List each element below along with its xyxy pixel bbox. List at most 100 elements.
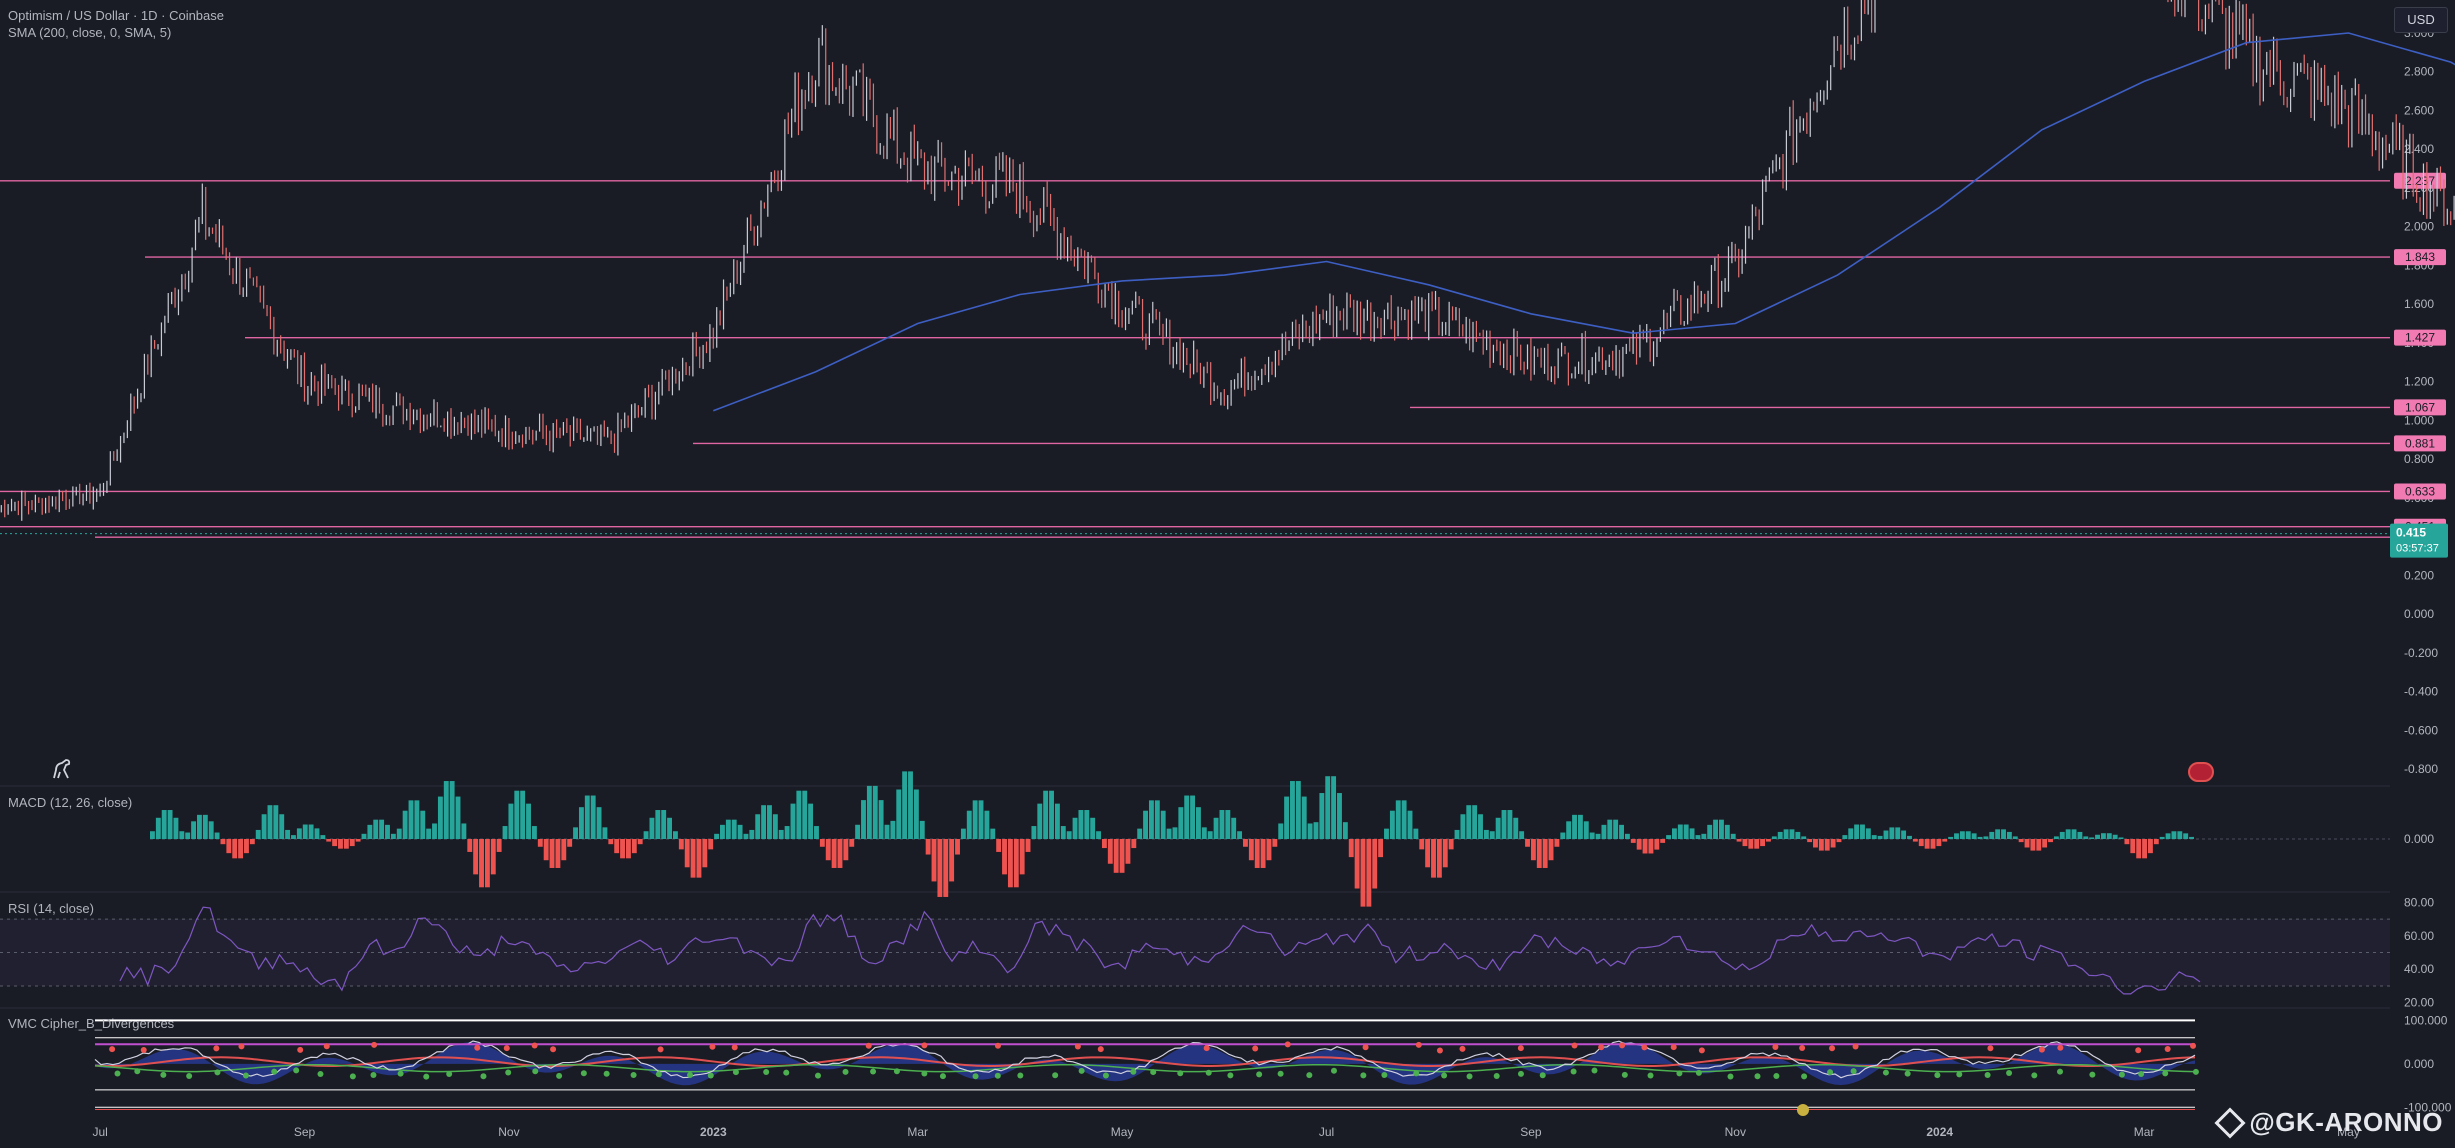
vmc-buy-dot	[1882, 1069, 1889, 1076]
macd-bar	[1137, 828, 1143, 839]
vmc-buy-dot	[532, 1068, 539, 1075]
macd-bar	[1248, 839, 1254, 861]
macd-bar	[332, 839, 338, 847]
macd-bar	[238, 839, 244, 859]
macd-bar	[2100, 833, 2106, 839]
macd-bar	[273, 805, 279, 839]
macd-bar	[790, 803, 796, 839]
macd-bar	[437, 796, 443, 839]
macd-bar	[1771, 836, 1777, 839]
level-price-label: 0.633	[2394, 483, 2446, 500]
macd-bar	[1648, 839, 1654, 854]
vmc-buy-dot	[2162, 1070, 2169, 1077]
macd-bar	[743, 833, 749, 839]
vmc-sell-dot	[238, 1043, 245, 1050]
macd-bar	[972, 800, 978, 839]
macd-bar	[2083, 836, 2089, 839]
macd-bar	[614, 839, 620, 854]
rsi-tick-label: 20.00	[2404, 996, 2434, 1010]
vmc-buy-dot	[939, 1073, 946, 1080]
macd-bar	[1713, 819, 1719, 839]
vmc-buy-dot	[1647, 1072, 1654, 1079]
macd-bar	[1466, 805, 1472, 839]
macd-bar	[1389, 810, 1395, 839]
vmc-buy-dot	[2057, 1068, 2064, 1075]
vmc-buy-dot	[603, 1070, 610, 1077]
vmc-buy-dot	[707, 1072, 714, 1079]
vmc-wave-line	[94, 1040, 2196, 1079]
macd-bar	[602, 827, 608, 839]
macd-bar	[584, 795, 590, 839]
macd-bar	[1431, 839, 1436, 878]
macd-bar	[1589, 832, 1595, 839]
macd-bar	[314, 828, 320, 839]
vmc-buy-dot	[1205, 1069, 1212, 1076]
vmc-buy-dot	[293, 1067, 300, 1074]
macd-bar	[150, 831, 155, 839]
macd-bar	[1243, 839, 1248, 847]
macd-bar	[1419, 839, 1425, 850]
macd-bar	[2130, 839, 2136, 854]
vmc-sell-dot	[1436, 1047, 1443, 1054]
currency-button[interactable]: USD	[2394, 7, 2448, 33]
vmc-buy-dot	[1381, 1072, 1388, 1079]
macd-bar	[1254, 839, 1260, 868]
macd-bar	[2112, 834, 2118, 839]
level-label-text: 0.881	[2405, 436, 2435, 450]
macd-bar	[667, 817, 673, 839]
macd-bar	[1689, 828, 1695, 839]
vmc-buy-dot	[1934, 1072, 1941, 1079]
price-tick-label: 2.800	[2404, 65, 2434, 79]
macd-bar	[1401, 800, 1407, 839]
macd-bar	[1748, 839, 1754, 849]
macd-bar	[1354, 839, 1360, 889]
vmc-sell-dot	[1829, 1045, 1836, 1052]
macd-bar	[843, 839, 849, 861]
macd-bar	[1795, 831, 1801, 839]
vmc-buy-dot	[2089, 1071, 2096, 1078]
vmc-buy-dot	[893, 1068, 900, 1075]
macd-bar	[1060, 826, 1066, 839]
macd-bar	[1983, 836, 1989, 839]
macd-bar	[1301, 796, 1307, 839]
macd-bar	[1742, 839, 1748, 847]
macd-bar	[1583, 821, 1589, 839]
macd-bar	[373, 819, 379, 839]
level-label-text: 1.067	[2405, 400, 2435, 414]
price-tick-label: 0.000	[2404, 607, 2434, 621]
macd-bar	[631, 839, 637, 854]
macd-bar	[784, 826, 790, 839]
macd-bar	[185, 832, 191, 839]
vmc-buy-dot	[186, 1073, 193, 1080]
macd-bar	[1654, 839, 1660, 850]
vmc-green-line	[94, 1063, 2196, 1073]
macd-bar	[1148, 800, 1154, 839]
macd-bar	[825, 839, 831, 861]
macd-bar	[1237, 831, 1243, 839]
macd-bar	[326, 839, 332, 842]
flag-icon[interactable]	[2188, 762, 2214, 782]
macd-bar	[1454, 829, 1460, 839]
rsi-line	[119, 906, 2201, 995]
macd-bar	[1096, 831, 1101, 839]
macd-bar	[167, 810, 173, 839]
macd-bar	[1225, 810, 1231, 839]
macd-bar	[761, 805, 767, 839]
macd-bar	[767, 805, 772, 839]
macd-bar	[2177, 831, 2183, 839]
macd-bar	[1660, 839, 1666, 843]
macd-bar	[567, 839, 573, 847]
macd-bar	[808, 803, 814, 839]
macd-bar	[731, 819, 737, 839]
macd-bar	[191, 821, 197, 839]
macd-bar	[2077, 831, 2083, 839]
macd-bar	[1043, 790, 1049, 839]
macd-bar	[1842, 835, 1848, 839]
macd-bar	[1701, 833, 1707, 839]
vmc-sell-dot	[1252, 1045, 1259, 1052]
macd-bar	[1507, 810, 1513, 839]
dinosaur-icon[interactable]	[50, 758, 74, 780]
macd-bar	[1865, 828, 1871, 839]
vmc-buy-dot	[783, 1069, 790, 1076]
